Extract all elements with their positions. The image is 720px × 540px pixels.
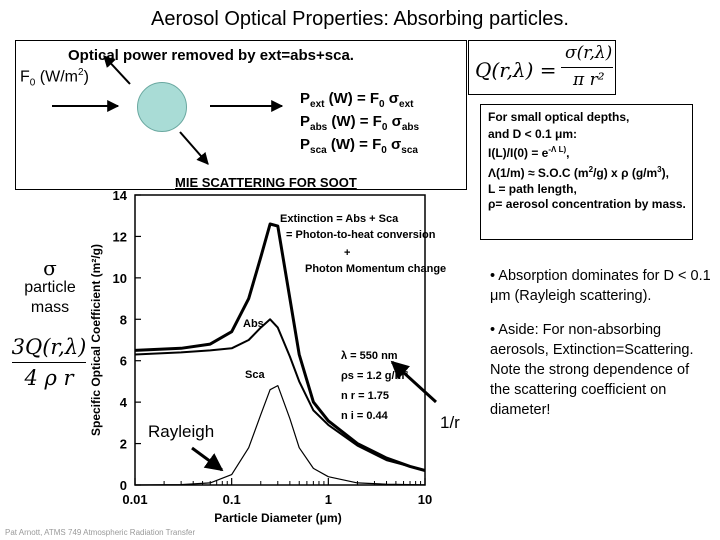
note-line-4: Λ(1/m) ≈ S.O.C (m2/g) x ρ (g/m3), (488, 164, 669, 180)
arrow-scattered-up (103, 55, 131, 85)
mass-formula-num: 3Q(r,λ) (11, 335, 87, 359)
anno-plus: + (344, 247, 350, 259)
bullet-2: • Aside: For non-absorbing aerosols, Ext… (490, 322, 694, 418)
anno-sca: Sca (245, 369, 265, 381)
arrow-scattered-down (179, 131, 209, 165)
q-formula-den: π r² (573, 70, 605, 90)
anno-nr: n r = 1.75 (341, 390, 389, 402)
y-tick-label: 0 (120, 478, 127, 493)
one-over-r-label: 1/r (440, 413, 460, 432)
mass-formula: 3Q(r,λ) 4 ρ r (8, 335, 90, 390)
sigma-per-mass-label: σ particle mass (10, 258, 90, 318)
note-line-5: L = path length, (488, 182, 577, 196)
heading: Optical power removed by ext=abs+sca. (68, 47, 354, 64)
x-tick-label: 1 (325, 492, 332, 507)
chart-ylabel: Specific Optical Coefficient (m²/g) (89, 244, 103, 436)
header-frame (15, 40, 467, 190)
notes-box: For small optical depths, and D < 0.1 μm… (480, 104, 693, 240)
y-tick-label: 14 (113, 188, 128, 203)
anno-ni: n i = 0.44 (341, 410, 389, 422)
series-line-sca (134, 385, 426, 486)
y-tick-label: 12 (113, 229, 127, 244)
x-tick-label: 0.01 (122, 492, 147, 507)
note-line-6: ρ= aerosol concentration by mass. (488, 196, 686, 211)
q-formula-bar (561, 67, 613, 68)
y-tick-label: 10 (113, 271, 127, 286)
particle-circle (137, 82, 187, 132)
y-tick-label: 2 (120, 437, 127, 452)
sigma-symbol: σ (43, 256, 57, 280)
rayleigh-arrow (191, 446, 224, 472)
slide-title: Aerosol Optical Properties: Absorbing pa… (151, 8, 569, 30)
one-over-r-arrow (390, 360, 438, 404)
y-tick-label: 4 (120, 395, 128, 410)
mass-formula-bar (12, 362, 86, 363)
note-line-3: I(L)/I(0) = e-Λ L), (488, 145, 570, 160)
bullet-1: • Absorption dominates for D < 0.1 μm (R… (490, 268, 711, 304)
y-tick-label: 8 (120, 312, 127, 327)
q-formula-lhs: Q(r,λ) = (475, 58, 557, 82)
f0-label: F0 (W/m2) (20, 67, 89, 89)
rayleigh-label: Rayleigh (148, 422, 214, 441)
series-line-extinction (134, 222, 426, 472)
anno-photon-heat: = Photon-to-heat conversion (286, 229, 436, 241)
anno-extinction: Extinction = Abs + Sca (280, 213, 399, 225)
x-tick-label: 0.1 (223, 492, 241, 507)
anno-rho: ρs = 1.2 g/m³ (341, 370, 408, 382)
bullet-list: • Absorption dominates for D < 0.1 μm (R… (490, 266, 712, 434)
y-tick-label: 6 (120, 354, 127, 369)
q-formula-num: σ(r,λ) (565, 43, 613, 63)
chart-xlabel: Particle Diameter (μm) (214, 511, 341, 525)
anno-lambda: λ = 550 nm (341, 350, 398, 362)
eq-sca: Psca (W) = F0 σsca (300, 136, 418, 156)
anno-photon-momentum: Photon Momentum change (305, 263, 446, 275)
series-line-abs (134, 318, 426, 472)
anno-abs: Abs (243, 318, 264, 330)
note-line-2: and D < 0.1 μm: (488, 126, 578, 141)
sigma-line2: mass (30, 299, 70, 316)
footer: Pat Arnott, ATMS 749 Atmospheric Radiati… (5, 528, 196, 537)
chart-title: MIE SCATTERING FOR SOOT (175, 175, 357, 190)
sigma-line1: particle (24, 279, 76, 296)
eq-abs: Pabs (W) = F0 σabs (300, 113, 420, 133)
note-line-1: For small optical depths, (488, 110, 630, 124)
q-formula-box: Q(r,λ) = σ(r,λ) π r² (468, 40, 616, 95)
eq-ext: Pext (W) = F0 σext (300, 90, 414, 110)
plot-frame (134, 194, 426, 486)
x-tick-label: 10 (418, 492, 432, 507)
mass-formula-den: 4 ρ r (24, 366, 74, 390)
plot-area: 0 2 4 6 8 10 12 14 0.01 0.1 1 10 (113, 188, 433, 507)
chart-annotations: Extinction = Abs + Sca = Photon-to-heat … (243, 213, 446, 422)
